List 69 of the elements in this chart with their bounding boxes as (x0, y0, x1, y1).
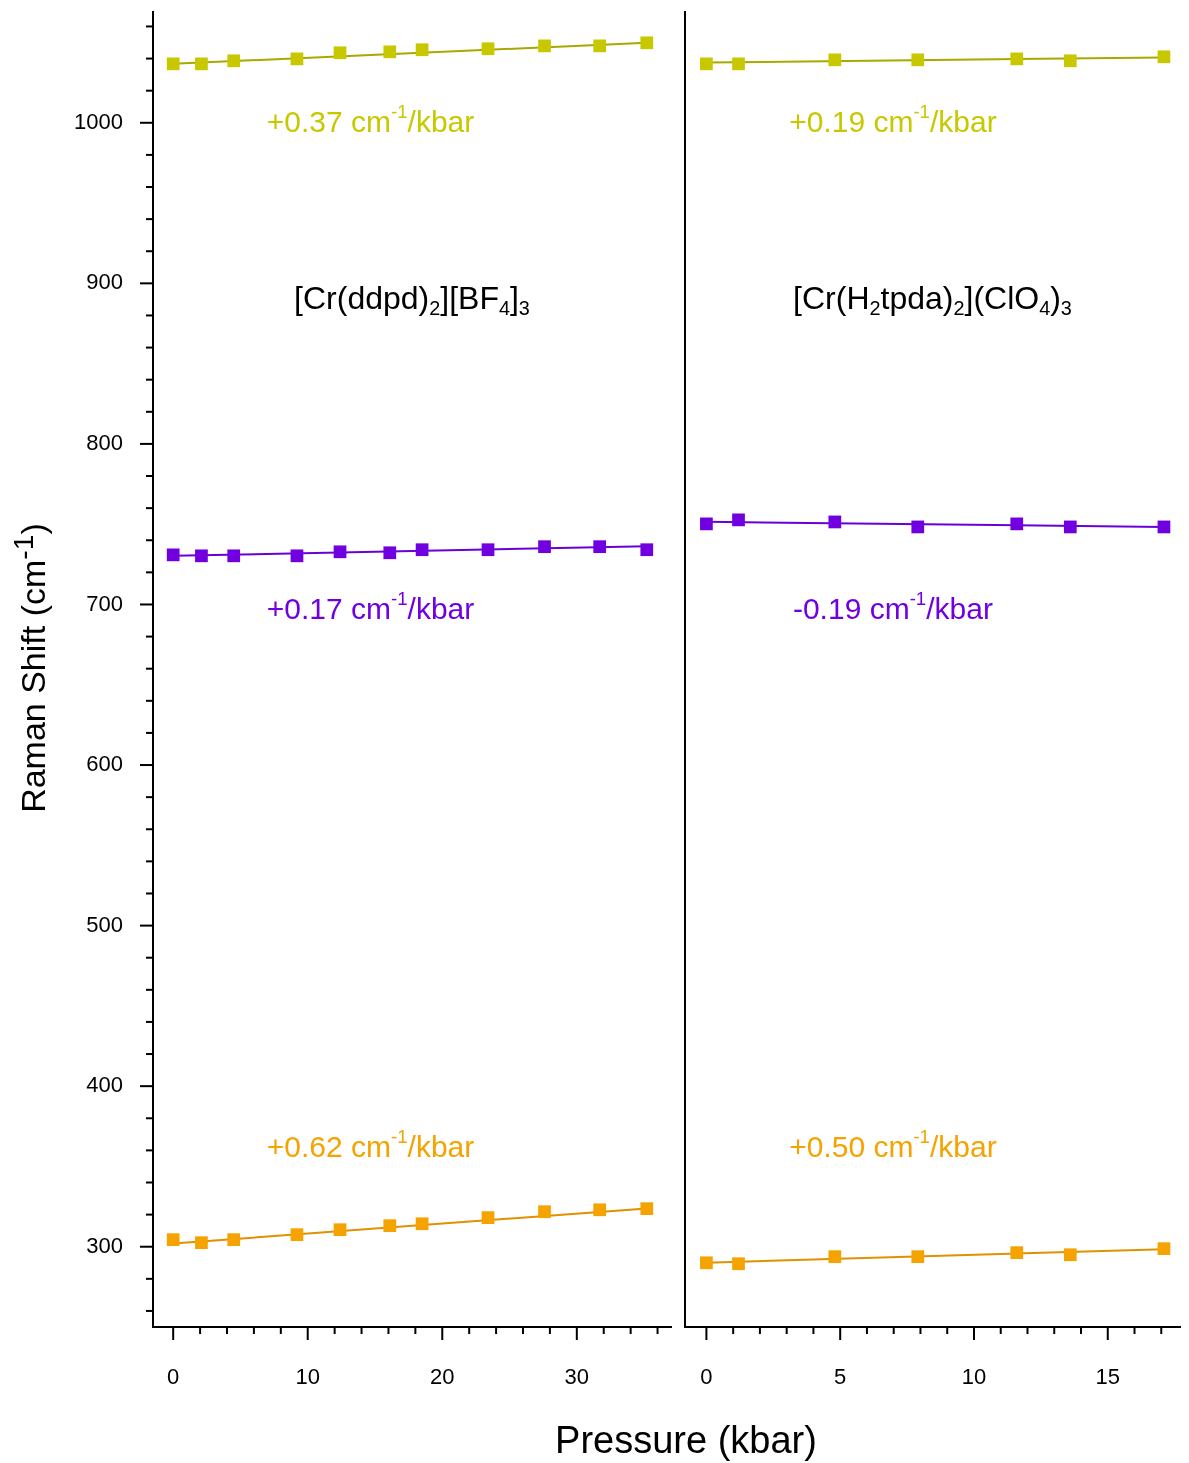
point (415, 1217, 429, 1231)
point (1157, 50, 1171, 64)
y-tick-label: 400 (86, 1072, 123, 1098)
point (538, 540, 551, 554)
point (640, 36, 654, 50)
point (700, 1256, 713, 1270)
point (227, 1233, 241, 1247)
point (700, 57, 713, 71)
point (911, 520, 925, 534)
point (593, 39, 607, 53)
x-tick-label: 0 (167, 1364, 180, 1390)
point (1010, 52, 1024, 66)
point (1010, 1246, 1024, 1260)
point (1063, 520, 1077, 534)
point (1063, 54, 1077, 68)
point (732, 57, 745, 71)
point (195, 1236, 208, 1250)
x-tick-label: 10 (295, 1364, 320, 1390)
point (383, 45, 397, 59)
point (333, 545, 347, 559)
x-tick-label: 30 (564, 1364, 590, 1390)
point (333, 1223, 347, 1237)
point (227, 549, 241, 563)
point (1010, 517, 1024, 531)
point (700, 517, 713, 531)
y-tick-label: 300 (86, 1232, 123, 1258)
x-tick-label: 10 (961, 1364, 987, 1390)
point (1157, 1242, 1171, 1256)
point (828, 53, 842, 67)
point (383, 546, 397, 560)
point (911, 1250, 925, 1264)
y-tick-label: 900 (86, 269, 123, 295)
y-tick-label: 800 (86, 429, 123, 455)
point (227, 54, 241, 68)
point (333, 46, 347, 60)
point (828, 1250, 842, 1264)
point (290, 1228, 304, 1242)
x-axis-title: Pressure (kbar) (555, 1418, 817, 1462)
point (290, 549, 304, 563)
point (538, 1205, 551, 1219)
point (1063, 1248, 1077, 1262)
point (538, 39, 551, 53)
point (481, 42, 495, 56)
point (911, 53, 925, 67)
y-tick-label: 600 (86, 751, 123, 777)
x-tick-label: 20 (430, 1364, 455, 1390)
point (828, 515, 842, 529)
point (383, 1219, 397, 1233)
point (593, 540, 607, 554)
point (166, 548, 180, 562)
point (415, 43, 429, 57)
point (195, 57, 208, 71)
x-tick-label: 5 (834, 1364, 847, 1390)
point (481, 543, 495, 557)
point (166, 57, 180, 71)
point (166, 1233, 180, 1247)
point (640, 543, 654, 557)
point (415, 543, 429, 557)
y-tick-label: 1000 (74, 108, 123, 134)
point (640, 1202, 654, 1216)
point (481, 1211, 495, 1225)
y-tick-label: 700 (86, 590, 123, 616)
point (732, 1257, 745, 1271)
point (195, 549, 208, 563)
point (732, 513, 745, 527)
y-tick-label: 500 (86, 911, 123, 937)
x-tick-label: 15 (1095, 1364, 1120, 1390)
x-tick-label: 0 (700, 1364, 713, 1390)
point (593, 1203, 607, 1217)
